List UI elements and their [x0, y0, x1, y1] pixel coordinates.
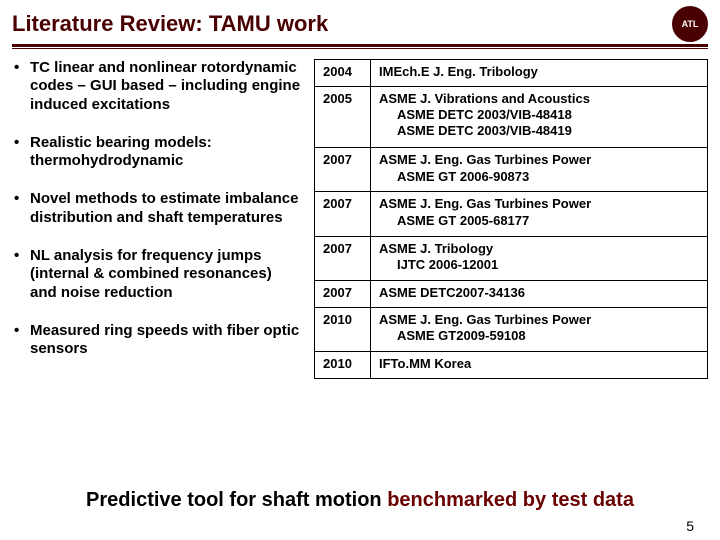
list-item: Realistic bearing models: thermohydrodyn…: [12, 134, 302, 171]
page-number: 5: [686, 518, 694, 534]
year-cell: 2007: [315, 236, 371, 280]
table-row: 2007ASME J. TribologyIJTC 2006-12001: [315, 236, 708, 280]
publication-subline: ASME GT2009-59108: [379, 328, 699, 344]
table-row: 2007ASME J. Eng. Gas Turbines PowerASME …: [315, 192, 708, 236]
footer-part-1: Predictive tool for shaft motion: [86, 489, 387, 511]
table-row: 2007ASME DETC2007-34136: [315, 280, 708, 307]
bullet-list: TC linear and nonlinear rotordynamic cod…: [12, 59, 302, 379]
publication-cell: ASME J. Eng. Gas Turbines PowerASME GT 2…: [371, 192, 708, 236]
publications-table: 2004IMEch.E J. Eng. Tribology2005ASME J.…: [314, 59, 708, 379]
year-cell: 2007: [315, 280, 371, 307]
table-row: 2004IMEch.E J. Eng. Tribology: [315, 60, 708, 87]
list-item: NL analysis for frequency jumps (interna…: [12, 247, 302, 302]
year-cell: 2005: [315, 86, 371, 147]
table-row: 2010IFTo.MM Korea: [315, 351, 708, 378]
publication-subline: ASME GT 2006-90873: [379, 169, 699, 185]
year-cell: 2004: [315, 60, 371, 87]
publication-subline: ASME DETC 2003/VIB-48419: [379, 123, 699, 139]
publication-cell: IFTo.MM Korea: [371, 351, 708, 378]
publication-subline: ASME GT 2005-68177: [379, 213, 699, 229]
list-item: Measured ring speeds with fiber optic se…: [12, 322, 302, 359]
year-cell: 2010: [315, 351, 371, 378]
table-row: 2007ASME J. Eng. Gas Turbines PowerASME …: [315, 148, 708, 192]
publication-subline: IJTC 2006-12001: [379, 257, 699, 273]
list-item: TC linear and nonlinear rotordynamic cod…: [12, 59, 302, 114]
slide-title: Literature Review: TAMU work: [12, 11, 672, 37]
year-cell: 2007: [315, 192, 371, 236]
tamu-logo-icon: ATL: [672, 6, 708, 42]
year-cell: 2007: [315, 148, 371, 192]
table-row: 2005ASME J. Vibrations and AcousticsASME…: [315, 86, 708, 147]
list-item: Novel methods to estimate imbalance dist…: [12, 190, 302, 227]
footer-text: Predictive tool for shaft motion benchma…: [0, 489, 720, 512]
publication-cell: ASME J. Vibrations and AcousticsASME DET…: [371, 86, 708, 147]
year-cell: 2010: [315, 307, 371, 351]
table-row: 2010ASME J. Eng. Gas Turbines PowerASME …: [315, 307, 708, 351]
title-rule: [12, 44, 708, 49]
publication-cell: ASME DETC2007-34136: [371, 280, 708, 307]
publication-subline: ASME DETC 2003/VIB-48418: [379, 107, 699, 123]
publication-cell: ASME J. Eng. Gas Turbines PowerASME GT 2…: [371, 148, 708, 192]
publication-cell: ASME J. TribologyIJTC 2006-12001: [371, 236, 708, 280]
publication-cell: IMEch.E J. Eng. Tribology: [371, 60, 708, 87]
footer-part-2: benchmarked by test data: [387, 489, 634, 511]
publication-cell: ASME J. Eng. Gas Turbines PowerASME GT20…: [371, 307, 708, 351]
